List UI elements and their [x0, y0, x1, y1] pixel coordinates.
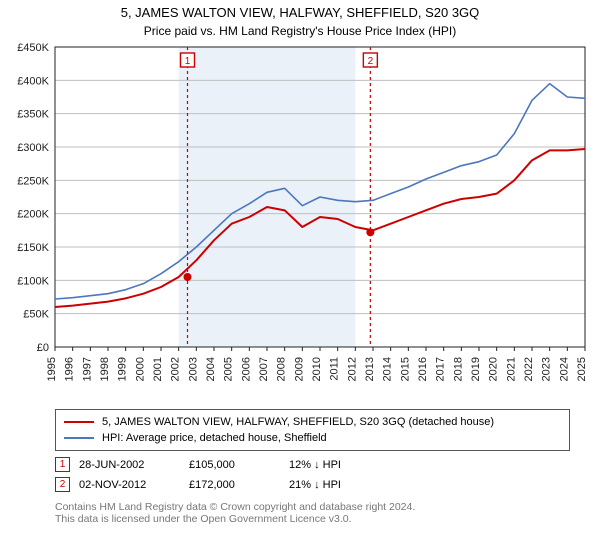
svg-text:1997: 1997 [81, 357, 93, 381]
svg-text:2004: 2004 [205, 357, 217, 381]
svg-text:2: 2 [368, 56, 374, 67]
svg-text:2009: 2009 [293, 357, 305, 381]
license-footnote: Contains HM Land Registry data © Crown c… [55, 501, 570, 526]
svg-text:2003: 2003 [187, 357, 199, 381]
svg-text:2023: 2023 [541, 357, 553, 381]
marker-badge: 2 [55, 477, 70, 492]
svg-text:£350K: £350K [17, 109, 49, 121]
svg-text:1996: 1996 [64, 357, 76, 381]
svg-text:2007: 2007 [258, 357, 270, 381]
sale-date: 02-NOV-2012 [79, 479, 189, 491]
sale-date: 28-JUN-2002 [79, 459, 189, 471]
marker-badge: 1 [55, 457, 70, 472]
sale-price: £172,000 [189, 479, 289, 491]
legend-row: HPI: Average price, detached house, Shef… [64, 430, 561, 446]
legend-row: 5, JAMES WALTON VIEW, HALFWAY, SHEFFIELD… [64, 414, 561, 430]
sale-hpi-delta: 12% ↓ HPI [289, 459, 409, 471]
legend-swatch-icon [64, 421, 94, 423]
svg-text:2025: 2025 [576, 357, 588, 381]
svg-text:£250K: £250K [17, 175, 49, 187]
svg-text:£200K: £200K [17, 209, 49, 221]
sales-table: 1 28-JUN-2002 £105,000 12% ↓ HPI 2 02-NO… [55, 455, 570, 495]
legend-swatch-icon [64, 437, 94, 439]
svg-text:£400K: £400K [17, 75, 49, 87]
sale-record: 2 02-NOV-2012 £172,000 21% ↓ HPI [55, 475, 570, 495]
svg-text:2010: 2010 [311, 357, 323, 381]
svg-text:£300K: £300K [17, 142, 49, 154]
svg-text:£0: £0 [37, 342, 49, 354]
svg-text:2012: 2012 [346, 357, 358, 381]
chart-legend: 5, JAMES WALTON VIEW, HALFWAY, SHEFFIELD… [55, 409, 570, 451]
sale-record: 1 28-JUN-2002 £105,000 12% ↓ HPI [55, 455, 570, 475]
svg-text:2016: 2016 [417, 357, 429, 381]
svg-text:2014: 2014 [382, 357, 394, 381]
svg-text:2000: 2000 [134, 357, 146, 381]
svg-text:£150K: £150K [17, 242, 49, 254]
sale-price: £105,000 [189, 459, 289, 471]
svg-text:2020: 2020 [488, 357, 500, 381]
svg-text:2005: 2005 [223, 357, 235, 381]
svg-text:2017: 2017 [435, 357, 447, 381]
svg-text:2015: 2015 [399, 357, 411, 381]
svg-text:1998: 1998 [99, 357, 111, 381]
svg-text:1: 1 [185, 56, 191, 67]
svg-text:2018: 2018 [452, 357, 464, 381]
svg-text:2001: 2001 [152, 357, 164, 381]
svg-text:£50K: £50K [23, 309, 49, 321]
svg-text:2019: 2019 [470, 357, 482, 381]
chart-subtitle: Price paid vs. HM Land Registry's House … [0, 22, 600, 42]
svg-text:2002: 2002 [170, 357, 182, 381]
svg-text:2022: 2022 [523, 357, 535, 381]
svg-text:2024: 2024 [558, 357, 570, 381]
svg-text:2013: 2013 [364, 357, 376, 381]
sale-hpi-delta: 21% ↓ HPI [289, 479, 409, 491]
svg-text:2006: 2006 [240, 357, 252, 381]
svg-text:£100K: £100K [17, 275, 49, 287]
svg-text:1995: 1995 [46, 357, 58, 381]
chart-title: 5, JAMES WALTON VIEW, HALFWAY, SHEFFIELD… [0, 0, 600, 22]
svg-text:2008: 2008 [276, 357, 288, 381]
chart-area: £0 £50K £100K £150K £200K £250K £300K £350K £400… [0, 42, 600, 407]
svg-text:£450K: £450K [17, 42, 49, 54]
svg-text:1999: 1999 [117, 357, 129, 381]
legend-label: 5, JAMES WALTON VIEW, HALFWAY, SHEFFIELD… [102, 414, 494, 430]
svg-text:2021: 2021 [505, 357, 517, 381]
svg-text:2011: 2011 [329, 357, 341, 381]
legend-label: HPI: Average price, detached house, Shef… [102, 430, 327, 446]
